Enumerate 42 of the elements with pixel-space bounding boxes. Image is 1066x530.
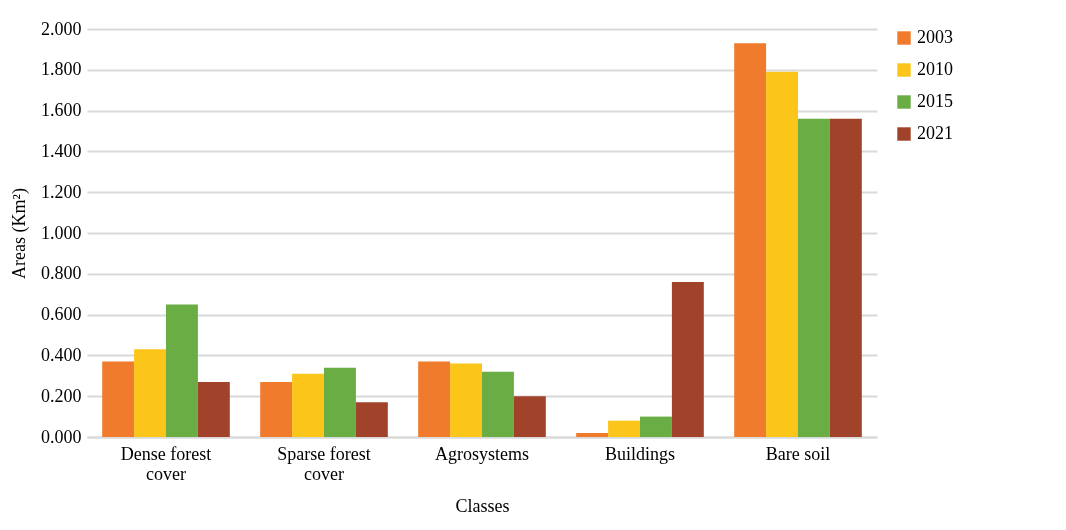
bar xyxy=(640,416,672,437)
legend-label: 2015 xyxy=(917,91,953,111)
x-tick-label: Dense forest cover xyxy=(120,443,212,484)
bar xyxy=(134,349,166,437)
bar xyxy=(102,361,135,437)
bar xyxy=(197,381,230,437)
x-tick-label: Sparse forest cover xyxy=(277,443,371,484)
bar xyxy=(798,118,830,437)
x-tick-label: Agrosystems xyxy=(435,443,529,464)
x-tick-label: Bare soil xyxy=(765,443,831,464)
y-tick-label: 1.000 xyxy=(41,222,82,243)
y-tick-label: 2.000 xyxy=(41,18,82,39)
bar xyxy=(166,304,198,437)
y-tick-label: 0.000 xyxy=(41,426,82,447)
bar xyxy=(513,396,546,437)
y-axis-title: Areas (Km²) xyxy=(9,188,30,279)
legend-label: 2021 xyxy=(917,123,953,143)
bar xyxy=(829,118,862,437)
y-tick-label: 1.200 xyxy=(41,181,82,202)
x-tick-label: Buildings xyxy=(604,443,676,464)
bar xyxy=(450,363,482,437)
bar xyxy=(260,381,293,437)
y-tick-label: 0.600 xyxy=(41,304,82,325)
legend-label: 2010 xyxy=(917,59,953,79)
y-tick-label: 1.600 xyxy=(41,100,82,121)
legend-label: 2003 xyxy=(917,27,953,47)
bar xyxy=(355,402,388,437)
bar xyxy=(576,432,609,437)
bar xyxy=(671,281,704,437)
y-tick-label: 1.800 xyxy=(41,59,82,80)
bar xyxy=(608,420,640,437)
bar xyxy=(766,71,798,437)
bar xyxy=(734,43,767,437)
y-tick-label: 0.800 xyxy=(41,263,82,284)
bar xyxy=(324,367,356,437)
y-tick-label: 0.200 xyxy=(41,385,82,406)
bar xyxy=(482,371,514,437)
y-tick-label: 1.400 xyxy=(41,140,82,161)
x-axis-title: Classes xyxy=(455,495,510,516)
bar xyxy=(292,373,324,437)
y-tick-label: 0.400 xyxy=(41,344,82,365)
bar xyxy=(418,361,451,437)
